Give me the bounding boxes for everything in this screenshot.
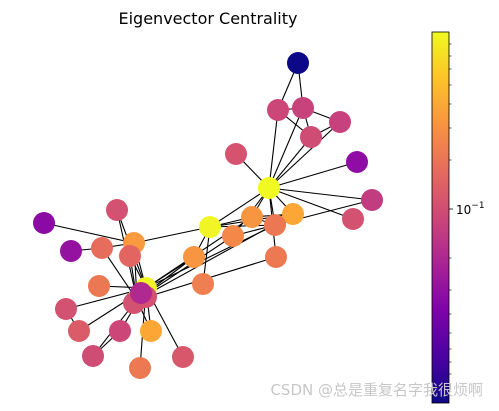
graph-node — [329, 111, 351, 133]
graph-node — [258, 177, 280, 199]
graph-edge — [43, 222, 135, 244]
graph-edge — [268, 136, 312, 189]
graph-node — [346, 151, 368, 173]
graph-nodes — [33, 52, 383, 379]
graph-node — [199, 216, 221, 238]
graph-node — [264, 214, 286, 236]
watermark: CSDN @总是重复名字我很烦啊 — [270, 381, 483, 399]
graph-node — [91, 237, 113, 259]
colorbar-gradient — [431, 31, 450, 404]
graph-node — [119, 245, 141, 267]
graph-edge — [268, 187, 354, 220]
graph-node — [287, 52, 309, 74]
graph-edge — [209, 187, 270, 228]
graph-edge — [268, 109, 279, 189]
chart-title: Eigenvector Centrality — [119, 9, 298, 28]
graph-node — [33, 212, 55, 234]
graph-node — [267, 99, 289, 121]
graph-node — [225, 143, 247, 165]
graph-node — [282, 203, 304, 225]
colorbar: 10−1 — [431, 31, 485, 404]
graph-node — [106, 199, 128, 221]
graph-node — [130, 282, 152, 304]
graph-node — [82, 345, 104, 367]
graph-node — [192, 273, 214, 295]
graph-node — [109, 320, 131, 342]
graph-node — [60, 240, 82, 262]
graph-edge — [268, 121, 341, 189]
graph-node — [241, 206, 263, 228]
graph-node — [265, 246, 287, 268]
graph-node — [342, 208, 364, 230]
graph-node — [88, 275, 110, 297]
colorbar-tick-label: 10−1 — [456, 201, 485, 217]
graph-edge — [145, 224, 276, 289]
graph-node — [183, 246, 205, 268]
graph-node — [140, 320, 162, 342]
graph-node — [292, 97, 314, 119]
graph-node — [222, 225, 244, 247]
graph-node — [172, 346, 194, 368]
graph-edge — [268, 187, 373, 201]
graph-node — [129, 357, 151, 379]
graph-edge — [133, 226, 211, 244]
graph-node — [300, 126, 322, 148]
graph-node — [68, 320, 90, 342]
graph-edges — [43, 62, 373, 369]
graph-node — [361, 189, 383, 211]
graph-edge — [268, 107, 304, 189]
graph-node — [55, 298, 77, 320]
graph-edge — [268, 161, 358, 189]
